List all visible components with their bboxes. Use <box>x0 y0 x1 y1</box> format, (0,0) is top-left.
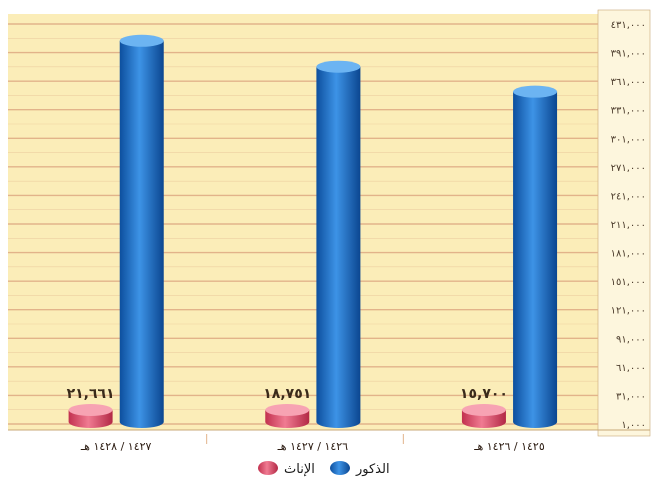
bar-female-top <box>265 404 310 416</box>
y-tick-label: ٤٣١,٠٠٠ <box>611 20 646 31</box>
y-tick-label: ٣٩١,٠٠٠ <box>611 49 646 60</box>
x-tick-label: ١٤٢٦ / ١٤٢٧ هـ <box>277 440 349 453</box>
bar-male <box>316 60 361 429</box>
y-tick-label: ٦١,٠٠٠ <box>616 363 646 374</box>
bar-male-top <box>316 60 361 73</box>
bar-female <box>68 404 113 428</box>
legend-label-male: الذكور <box>355 462 390 477</box>
y-tick-label: ٣٠١,٠٠٠ <box>611 134 646 145</box>
legend-label-female: الإناث <box>284 462 315 477</box>
bar-male-top <box>119 34 164 47</box>
data-label: ١٥,٧٠٠ <box>460 386 508 402</box>
y-axis-panel <box>597 9 651 437</box>
bar-female-top <box>68 404 113 416</box>
bar-male-body <box>316 66 361 429</box>
y-tick-label: ١٢١,٠٠٠ <box>611 306 646 317</box>
bar-male-top <box>513 85 558 98</box>
y-tick-label: ٢١١,٠٠٠ <box>611 220 646 231</box>
y-tick-label: ٩١,٠٠٠ <box>616 334 646 345</box>
bar-female <box>265 404 310 428</box>
bar-male <box>119 34 164 428</box>
y-tick-label: ١٨١,٠٠٠ <box>611 249 646 260</box>
y-tick-label: ٣١,٠٠٠ <box>616 391 646 402</box>
y-tick-label: ١,٠٠٠ <box>621 420 646 431</box>
bar-female <box>461 404 506 428</box>
bar-male <box>513 85 558 429</box>
x-tick-label: ١٤٢٥ / ١٤٢٦ هـ <box>473 440 545 453</box>
x-tick-label: ١٤٢٧ / ١٤٢٨ هـ <box>80 440 152 453</box>
y-tick-label: ٣٦١,٠٠٠ <box>611 77 646 88</box>
y-tick-label: ١٥١,٠٠٠ <box>611 277 646 288</box>
data-label: ١٨,٧٥١ <box>263 386 311 402</box>
bar-male-body <box>513 91 558 429</box>
plot-area <box>8 14 598 430</box>
legend-swatch-male <box>330 461 350 475</box>
bar-female-top <box>461 404 506 416</box>
y-tick-label: ٢٧١,٠٠٠ <box>611 163 646 174</box>
bar-male-body <box>119 40 164 428</box>
data-label: ٢١,٦٦١ <box>67 386 115 402</box>
y-tick-label: ٣٣١,٠٠٠ <box>611 106 646 117</box>
y-tick-label: ٢٤١,٠٠٠ <box>611 191 646 202</box>
legend-swatch-female <box>258 461 278 475</box>
